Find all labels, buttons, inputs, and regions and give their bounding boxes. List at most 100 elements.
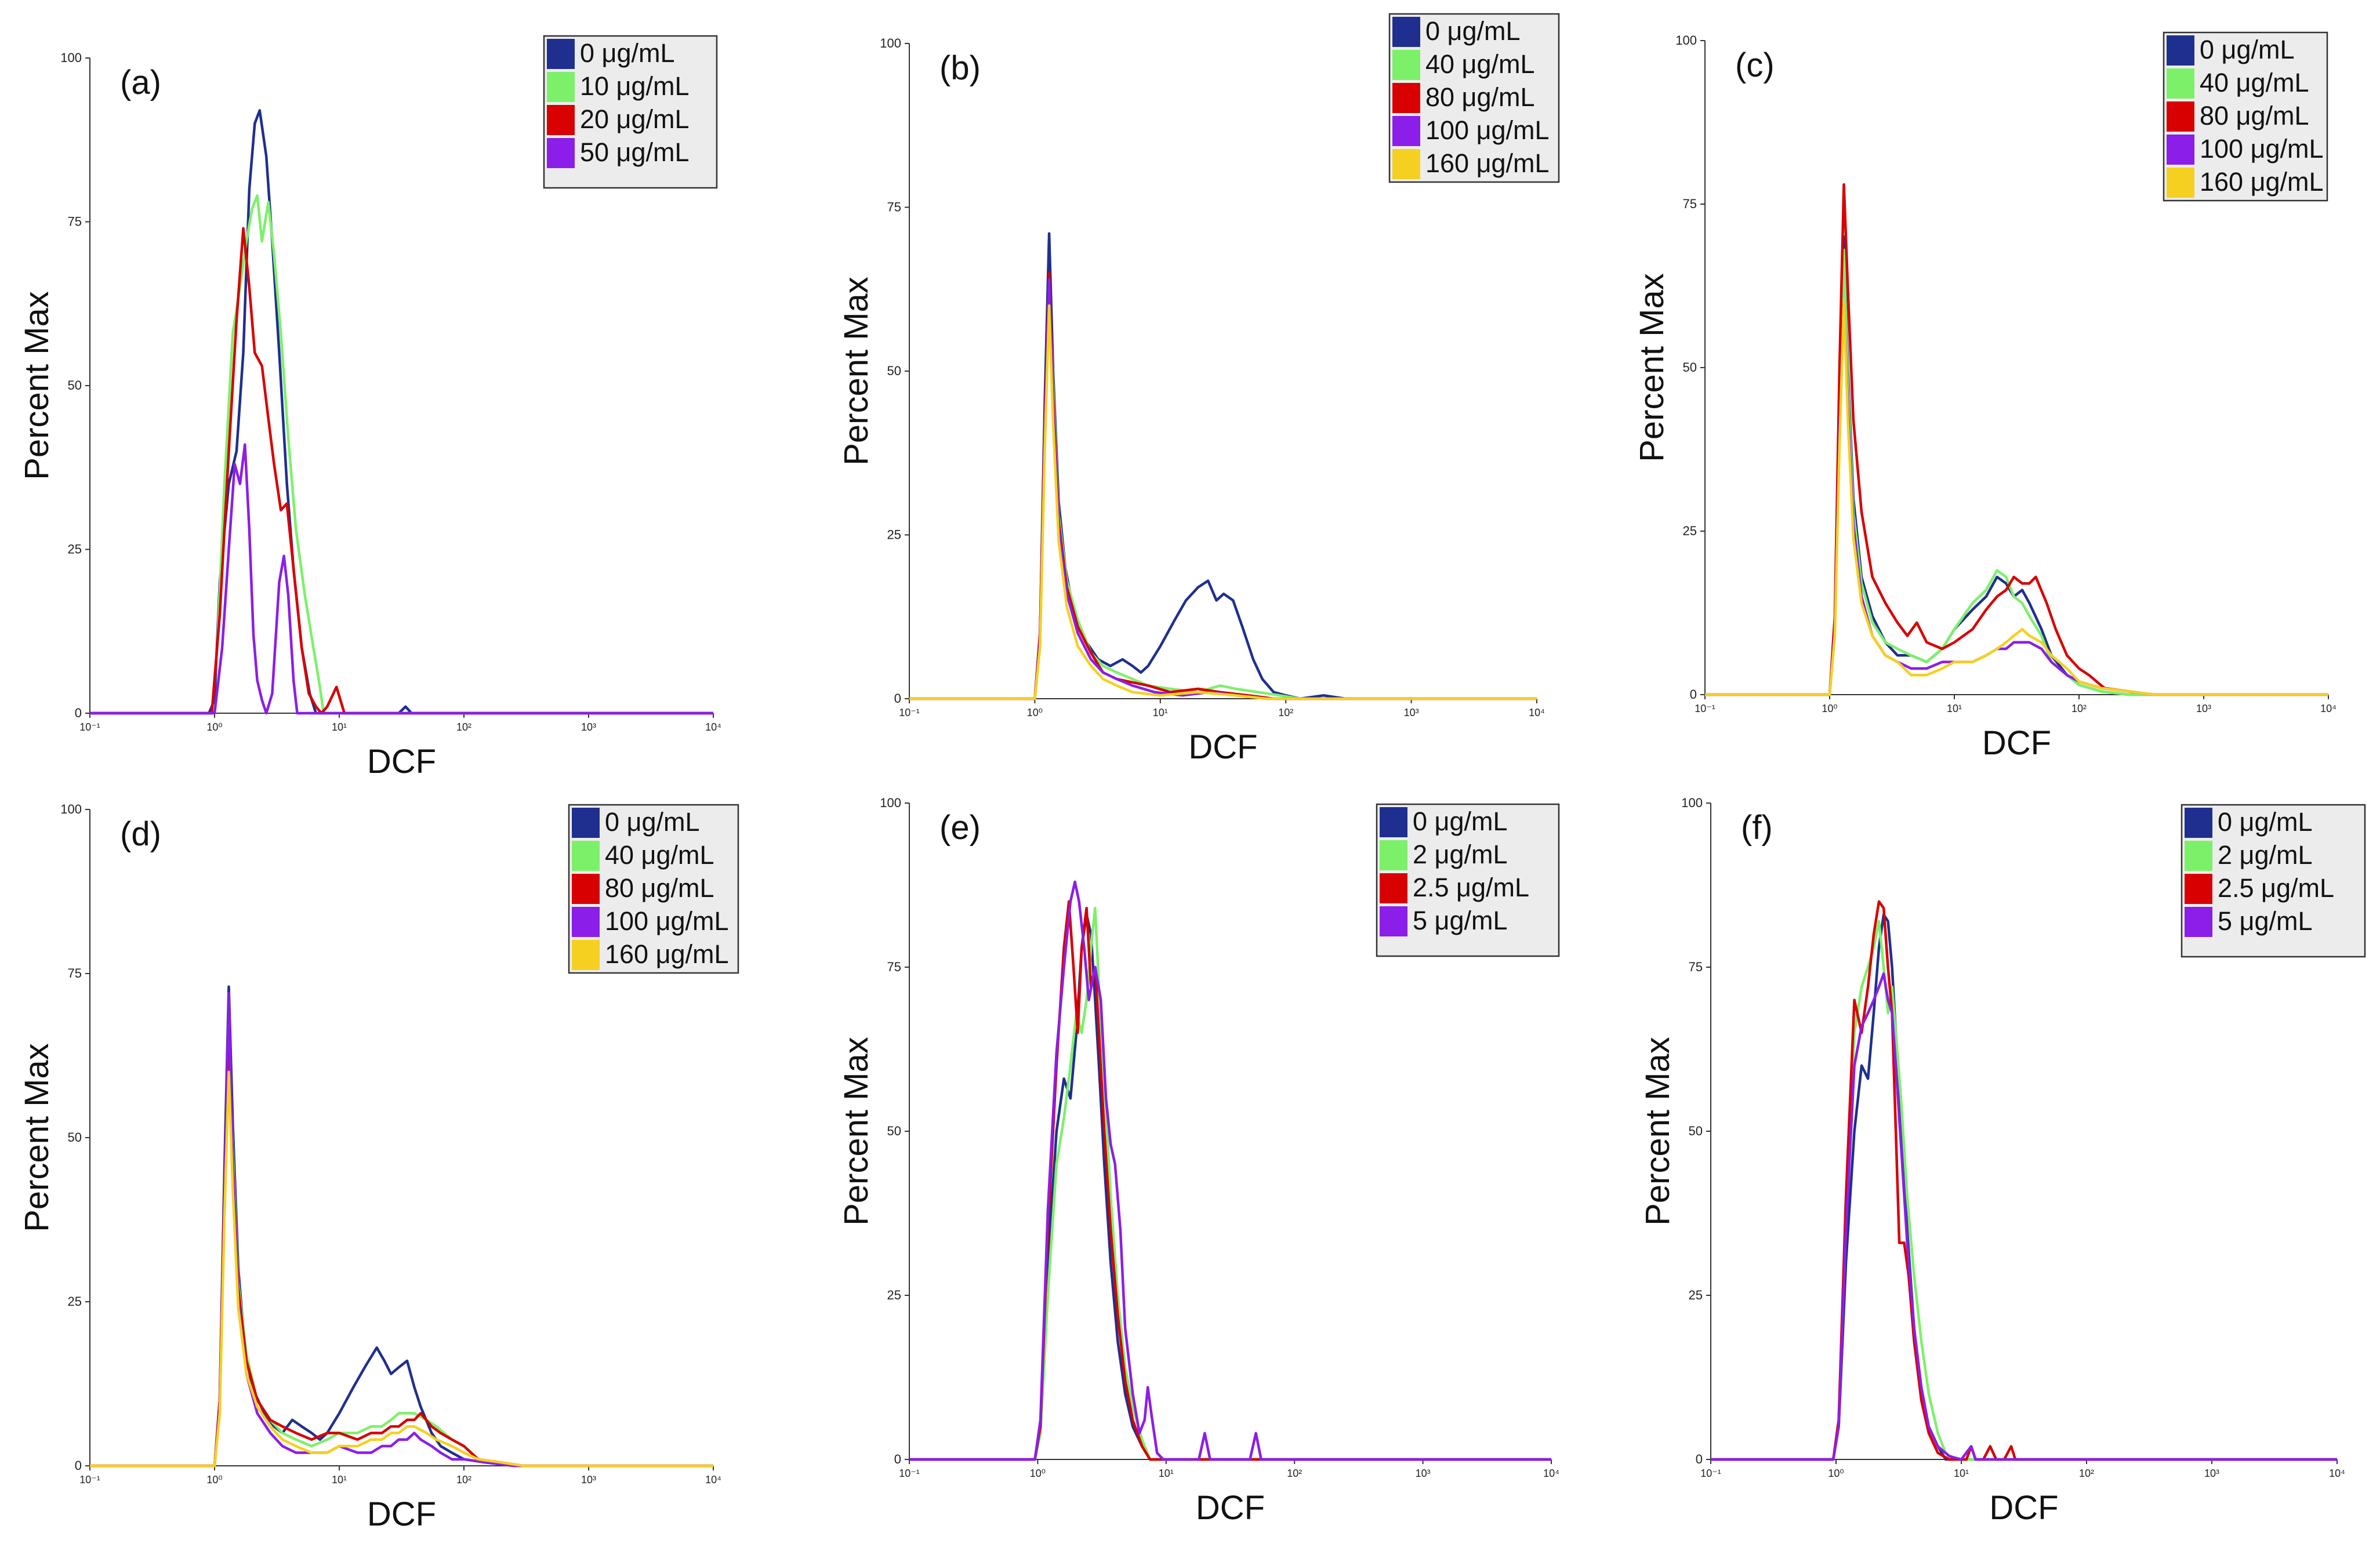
x-tick-label: 10³ — [1416, 1468, 1431, 1479]
panel-label: (b) — [939, 49, 981, 87]
y-tick-label: 100 — [1681, 796, 1703, 810]
legend-label: 2.5 μg/mL — [2218, 873, 2334, 903]
legend-swatch — [2185, 808, 2212, 838]
y-axis-label: Percent Max — [1633, 273, 1671, 462]
legend-swatch — [572, 874, 600, 904]
legend-swatch — [2167, 135, 2194, 165]
chart-panel: 0 25 50 75 100 10⁻¹ 10⁰ 10¹ 10² 10³ 10⁴ DCF Percent … — [1633, 31, 2337, 762]
series-line — [1711, 900, 2337, 1461]
legend-swatch — [572, 808, 600, 838]
series-line — [1711, 913, 2337, 1461]
y-tick-label: 25 — [1689, 1288, 1703, 1302]
y-axis-label: Percent Max — [837, 277, 875, 466]
chart-panel: 0 25 50 75 100 10⁻¹ 10⁰ 10¹ 10² 10³ 10⁴ DCF Percent … — [18, 802, 739, 1533]
y-tick-label: 25 — [887, 1288, 901, 1302]
y-axis-label: Percent Max — [18, 1043, 56, 1232]
legend-label: 0 μg/mL — [1413, 807, 1508, 836]
series-line — [909, 913, 1551, 1461]
x-tick-label: 10⁻¹ — [79, 1474, 100, 1486]
y-tick-label: 0 — [894, 1452, 901, 1466]
y-tick-label: 75 — [68, 215, 82, 229]
y-tick-label: 75 — [1689, 960, 1703, 974]
y-tick-label: 50 — [887, 1124, 901, 1138]
legend-label: 80 μg/mL — [2200, 101, 2309, 130]
legend-label: 0 μg/mL — [2200, 35, 2295, 64]
legend-label: 2.5 μg/mL — [1413, 873, 1529, 902]
legend-swatch — [1392, 116, 1420, 146]
legend: 0 μg/mL2 μg/mL2.5 μg/mL5 μg/mL — [1376, 803, 1560, 957]
series-line — [1705, 183, 2328, 696]
series-line — [90, 443, 713, 715]
chart-panel: 0 25 50 75 100 10⁻¹ 10⁰ 10¹ 10² 10³ 10⁴ DCF Percent … — [837, 796, 1560, 1527]
series-line — [909, 232, 1537, 700]
y-tick-label: 75 — [68, 966, 82, 981]
legend-label: 50 μg/mL — [580, 137, 690, 167]
y-axis-label: Percent Max — [837, 1037, 875, 1226]
x-tick-label: 10¹ — [1954, 1468, 1969, 1479]
x-tick-label: 10² — [2071, 703, 2087, 714]
x-tick-label: 10⁴ — [705, 1474, 721, 1486]
legend-label: 10 μg/mL — [580, 71, 690, 101]
legend-swatch — [572, 907, 600, 937]
legend-swatch — [2167, 168, 2194, 198]
x-tick-label: 10⁻¹ — [1700, 1468, 1721, 1479]
x-tick-label: 10¹ — [1947, 703, 1962, 714]
legend-label: 40 μg/mL — [605, 840, 714, 870]
x-tick-label: 10⁰ — [1027, 707, 1043, 718]
y-tick-label: 50 — [68, 378, 82, 393]
legend-swatch — [1392, 149, 1420, 179]
chart-panel: 0 25 50 75 100 10⁻¹ 10⁰ 10¹ 10² 10³ 10⁴ DCF Percent … — [18, 35, 721, 780]
y-tick-label: 75 — [887, 960, 901, 974]
y-tick-label: 0 — [75, 1458, 82, 1473]
panel-label: (c) — [1735, 46, 1775, 84]
series-line — [1705, 235, 2328, 696]
x-tick-label: 10² — [456, 721, 471, 733]
series-line — [90, 227, 713, 715]
y-axis-label: Percent Max — [1639, 1037, 1677, 1226]
legend-label: 5 μg/mL — [2218, 906, 2313, 936]
series-line — [909, 880, 1551, 1461]
x-tick-label: 10⁴ — [1543, 1468, 1559, 1479]
legend-label: 20 μg/mL — [580, 104, 690, 134]
y-tick-label: 0 — [1690, 687, 1697, 702]
y-tick-label: 0 — [894, 691, 901, 706]
legend-label: 40 μg/mL — [1425, 49, 1535, 79]
x-tick-label: 10⁴ — [705, 721, 721, 733]
series-line — [90, 109, 713, 715]
x-axis-label: DCF — [1982, 724, 2051, 762]
series-line — [90, 1018, 713, 1468]
series-line — [90, 194, 713, 715]
y-tick-label: 75 — [1683, 197, 1697, 211]
legend: 0 μg/mL2 μg/mL2.5 μg/mL5 μg/mL — [2181, 804, 2366, 958]
x-tick-label: 10⁻¹ — [899, 707, 920, 718]
legend-label: 5 μg/mL — [1413, 906, 1508, 935]
legend-label: 2 μg/mL — [2218, 840, 2313, 870]
x-axis-label: DCF — [1989, 1489, 2058, 1527]
legend-label: 0 μg/mL — [605, 807, 700, 837]
legend-label: 80 μg/mL — [1425, 82, 1535, 112]
legend-swatch — [547, 72, 575, 102]
chart-panel: 0 25 50 75 100 10⁻¹ 10⁰ 10¹ 10² 10³ 10⁴ DCF Percent … — [837, 13, 1560, 766]
x-tick-label: 10² — [1278, 707, 1293, 718]
legend-swatch — [1380, 906, 1407, 936]
y-tick-label: 25 — [1683, 524, 1697, 538]
y-axis-label: Percent Max — [18, 291, 56, 480]
panel-label: (e) — [939, 809, 981, 847]
legend-label: 0 μg/mL — [2218, 807, 2313, 837]
legend-swatch — [572, 940, 600, 970]
x-tick-label: 10⁴ — [2329, 1468, 2345, 1479]
y-tick-label: 50 — [68, 1130, 82, 1145]
x-axis-label: DCF — [367, 743, 436, 780]
legend-label: 0 μg/mL — [1425, 16, 1521, 46]
legend-swatch — [2185, 907, 2212, 937]
series-line — [1711, 972, 2337, 1461]
series-line — [1705, 248, 2328, 696]
legend-swatch — [2185, 874, 2212, 904]
series-line — [90, 985, 713, 1468]
series-line — [1705, 300, 2328, 696]
legend-swatch — [1380, 840, 1407, 870]
y-tick-label: 100 — [60, 802, 82, 816]
y-tick-label: 0 — [1696, 1452, 1703, 1466]
